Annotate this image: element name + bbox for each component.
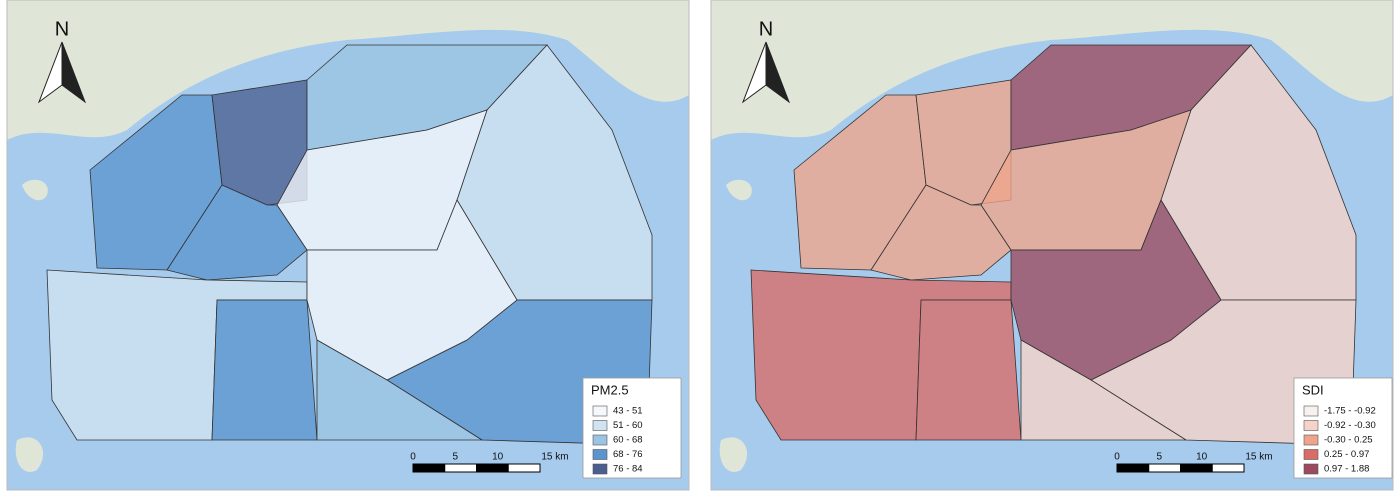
legend-swatch: [1303, 405, 1319, 417]
scale-segment: [1211, 463, 1245, 473]
legend-swatch: [1303, 434, 1319, 446]
district: [316, 339, 484, 441]
scale-bar: 0 5 10 15 km: [410, 452, 569, 473]
district: [915, 299, 1022, 441]
scale-label: 10: [492, 452, 504, 463]
land-west-island: [22, 179, 48, 201]
legend-swatch: [1303, 449, 1319, 460]
district: [211, 299, 318, 441]
districts: [750, 44, 1357, 446]
legend-label: 0.25 - 0.97: [1324, 449, 1369, 460]
scale-label: 5: [1157, 452, 1163, 463]
land-west-island: [726, 179, 752, 201]
scale-segment: [1116, 463, 1150, 473]
legend-swatch: [592, 449, 608, 460]
panel-border: [710, 0, 1394, 491]
scale-label: 0: [1114, 452, 1120, 463]
panel-border: [6, 0, 690, 491]
legend-label: -0.30 - 0.25: [1324, 435, 1373, 446]
district: [166, 184, 308, 281]
legend-swatch: [592, 405, 608, 417]
scale-label: 5: [453, 452, 459, 463]
land-north: [7, 0, 689, 140]
land-island-south: [719, 437, 748, 472]
north-label: N: [55, 18, 69, 40]
legend-box: [1293, 377, 1393, 479]
legend-label: 0.97 - 1.88: [1324, 464, 1369, 475]
legend-swatch: [1303, 463, 1319, 475]
district: [1010, 199, 1222, 381]
scale-label: 0: [410, 452, 416, 463]
legend-label: 76 - 84: [613, 464, 643, 475]
district: [306, 199, 518, 381]
legend-label: -0.92 - -0.30: [1324, 420, 1376, 431]
legend-label: 60 - 68: [613, 435, 643, 446]
north-arrow-right: [61, 41, 87, 104]
legend: PM2.5 43 - 51 51 - 60 60 - 68 68 - 76 76 - 84: [582, 377, 682, 479]
legend-title: PM2.5: [591, 382, 629, 397]
district: [1020, 339, 1188, 441]
map-panel: N 0 5 10 15 km PM2.5 43 - 51 51 - 60 60 - 68 68 -…: [6, 0, 690, 491]
north-arrow: N: [741, 18, 791, 104]
legend-title: SDI: [1302, 382, 1324, 397]
legend-swatch: [592, 420, 608, 431]
scale-label: 10: [1196, 452, 1208, 463]
north-arrow-right: [765, 41, 791, 104]
legend-label: -1.75 - -0.92: [1324, 406, 1376, 417]
north-label: N: [759, 18, 773, 40]
scale-label: 15 km: [541, 452, 568, 463]
scale-bar: 0 5 10 15 km: [1114, 452, 1273, 473]
legend-swatch: [592, 463, 608, 475]
legend-swatch: [1303, 420, 1319, 431]
land-island-south: [15, 437, 44, 472]
districts: [46, 44, 653, 446]
legend-label: 51 - 60: [613, 420, 643, 431]
legend: SDI-1.75 - -0.92 -0.92 - -0.30 -0.30 - 0.2…: [1293, 377, 1393, 479]
scale-segment: [1180, 463, 1213, 473]
scale-segment: [412, 463, 446, 473]
legend-label: 43 - 51: [613, 406, 643, 417]
scale-label: 15 km: [1245, 452, 1272, 463]
district: [870, 184, 1012, 281]
scale-segment: [507, 463, 541, 473]
map-panel: N 0 5 10 15 km SDI-1.75 - -0.92 -0.92 - -0.30 -…: [710, 0, 1394, 491]
scale-segment: [444, 463, 477, 473]
scale-segment: [1148, 463, 1181, 473]
legend-swatch: [592, 434, 608, 446]
scale-segment: [476, 463, 509, 473]
legend-label: 68 - 76: [613, 449, 643, 460]
land-north: [711, 0, 1393, 140]
north-arrow: N: [37, 18, 87, 104]
